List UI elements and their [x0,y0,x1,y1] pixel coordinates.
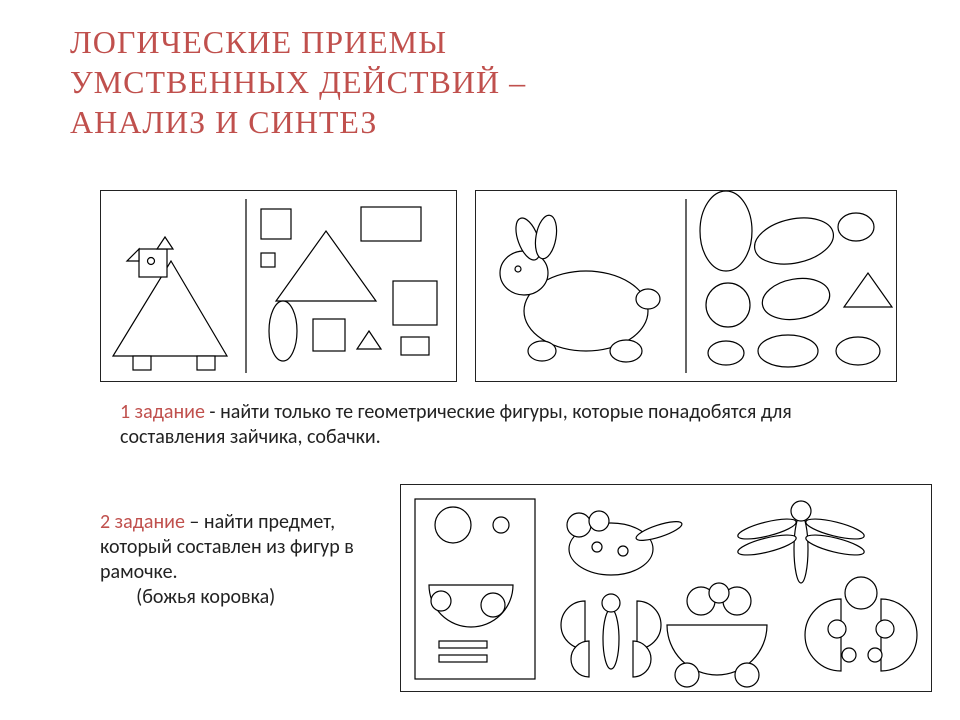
title-line-2: УМСТВЕННЫХ ДЕЙСТВИЙ – [70,64,526,100]
panel-find-object [400,484,932,692]
title-line-1: ЛОГИЧЕСКИЕ ПРИЕМЫ [70,24,447,60]
task2-accent: 2 задание [100,510,185,534]
panel-dog [100,190,457,382]
task1-rest: - найти только те геометрические фигуры,… [120,400,792,449]
panel-rabbit [475,190,897,382]
slide-title: ЛОГИЧЕСКИЕ ПРИЕМЫ УМСТВЕННЫХ ДЕЙСТВИЙ – … [70,22,890,142]
title-line-3: АНАЛИЗ И СИНТЕЗ [70,104,377,140]
task2-answer: (божья коровка) [136,585,275,609]
task2-text: 2 задание – найти предмет, который соста… [100,510,390,610]
task1-text: 1 задание - найти только те геометрическ… [120,400,820,450]
task1-accent: 1 задание [120,400,205,424]
